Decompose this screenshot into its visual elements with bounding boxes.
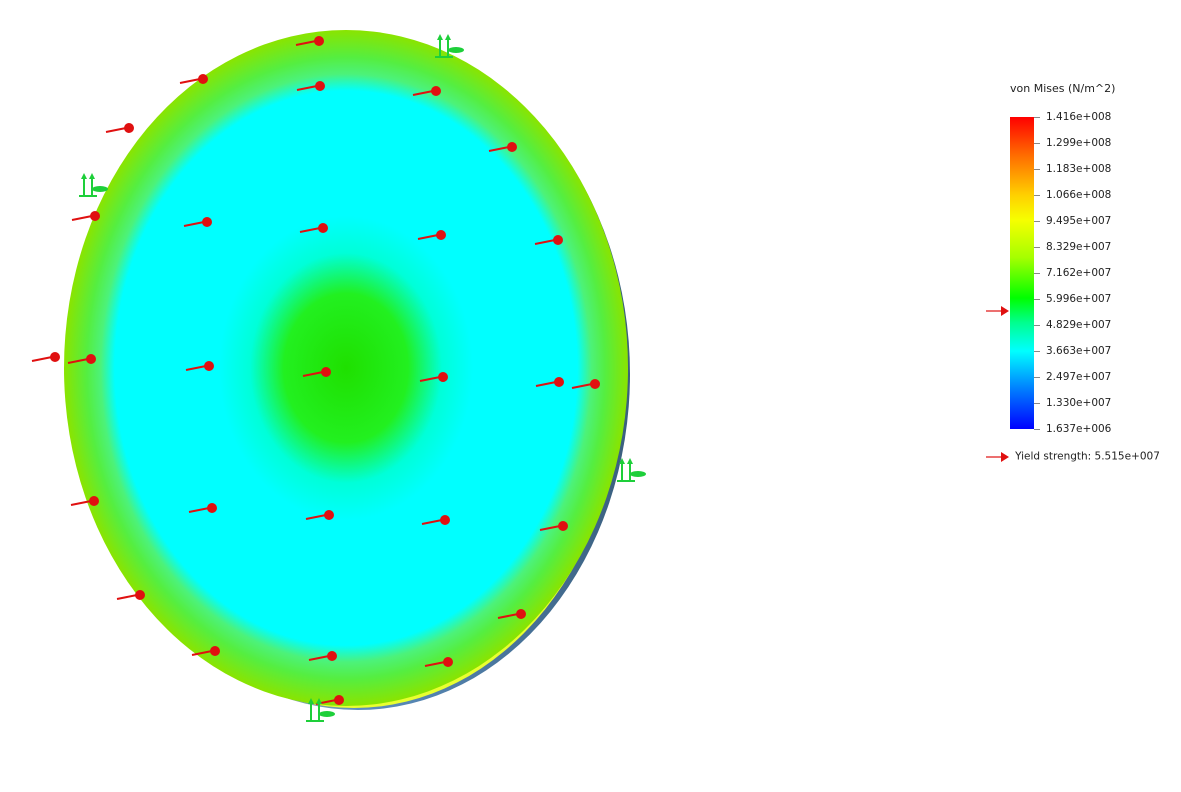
- pressure-load-arrow-icon: [412, 86, 441, 96]
- colorbar-tick-label: 1.637e+006: [1034, 423, 1111, 435]
- pressure-load-arrow-icon: [188, 503, 217, 513]
- pressure-load-arrow-icon: [70, 496, 99, 506]
- fixture-arrow-icon: [79, 173, 108, 197]
- pressure-load-arrow-icon: [308, 651, 337, 661]
- pressure-load-arrow-icon: [535, 377, 564, 387]
- pressure-load-arrow-icon: [302, 367, 331, 377]
- colorbar-tick-label: 4.829e+007: [1034, 319, 1111, 331]
- pressure-load-arrow-icon: [191, 646, 220, 656]
- pressure-load-arrow-icon: [179, 74, 208, 84]
- fixture-markers: [79, 34, 646, 722]
- fixture-arrow-icon: [435, 34, 464, 58]
- pressure-load-arrows: [31, 36, 600, 705]
- legend-title: von Mises (N/m^2): [1010, 82, 1116, 95]
- colorbar-tick-label: 1.066e+008: [1034, 189, 1111, 201]
- pressure-load-arrow-icon: [424, 657, 453, 667]
- colorbar-tick-label: 5.996e+007: [1034, 293, 1111, 305]
- yield-strength-row: Yield strength: 5.515e+007: [986, 446, 1160, 463]
- pressure-load-arrow-icon: [296, 81, 325, 91]
- pressure-load-arrow-icon: [185, 361, 214, 371]
- pressure-load-arrow-icon: [571, 379, 600, 389]
- pressure-load-arrow-icon: [534, 235, 563, 245]
- pressure-load-arrow-icon: [419, 372, 448, 382]
- colorbar-tick-label: 2.497e+007: [1034, 371, 1111, 383]
- colorbar-tick-label: 1.330e+007: [1034, 397, 1111, 409]
- colorbar-tick-label: 8.329e+007: [1034, 241, 1111, 253]
- yield-strength-label: Yield strength: 5.515e+007: [1015, 450, 1160, 463]
- stress-colorbar: [1010, 117, 1034, 429]
- pressure-load-arrow-icon: [539, 521, 568, 531]
- colorbar-tick-label: 9.495e+007: [1034, 215, 1111, 227]
- pressure-load-arrow-icon: [488, 142, 517, 152]
- pressure-load-arrow-icon: [295, 36, 324, 46]
- plate-face: [64, 30, 628, 706]
- colorbar-tick-label: 1.183e+008: [1034, 163, 1111, 175]
- pressure-load-arrow-icon: [305, 510, 334, 520]
- colorbar-ticks: 1.416e+008 1.299e+008 1.183e+008 1.066e+008…: [1034, 111, 1154, 435]
- yield-strength-marker-icon: [986, 306, 1009, 316]
- colorbar-tick-label: 1.416e+008: [1034, 111, 1111, 123]
- colorbar-tick-label: 1.299e+008: [1034, 137, 1111, 149]
- pressure-load-arrow-icon: [31, 352, 60, 362]
- colorbar-tick-label: 3.663e+007: [1034, 345, 1111, 357]
- pressure-load-arrow-icon: [417, 230, 446, 240]
- pressure-load-arrow-icon: [116, 590, 145, 600]
- pressure-load-arrow-icon: [71, 211, 100, 221]
- yield-arrow-icon: [986, 451, 1009, 462]
- pressure-load-arrow-icon: [183, 217, 212, 227]
- pressure-load-arrow-icon: [67, 354, 96, 364]
- fixture-arrow-icon: [306, 698, 335, 722]
- pressure-load-arrow-icon: [497, 609, 526, 619]
- pressure-load-arrow-icon: [299, 223, 328, 233]
- colorbar-tick-label: 7.162e+007: [1034, 267, 1111, 279]
- pressure-load-arrow-icon: [105, 123, 134, 133]
- pressure-load-arrow-icon: [421, 515, 450, 525]
- fixture-arrow-icon: [617, 458, 646, 482]
